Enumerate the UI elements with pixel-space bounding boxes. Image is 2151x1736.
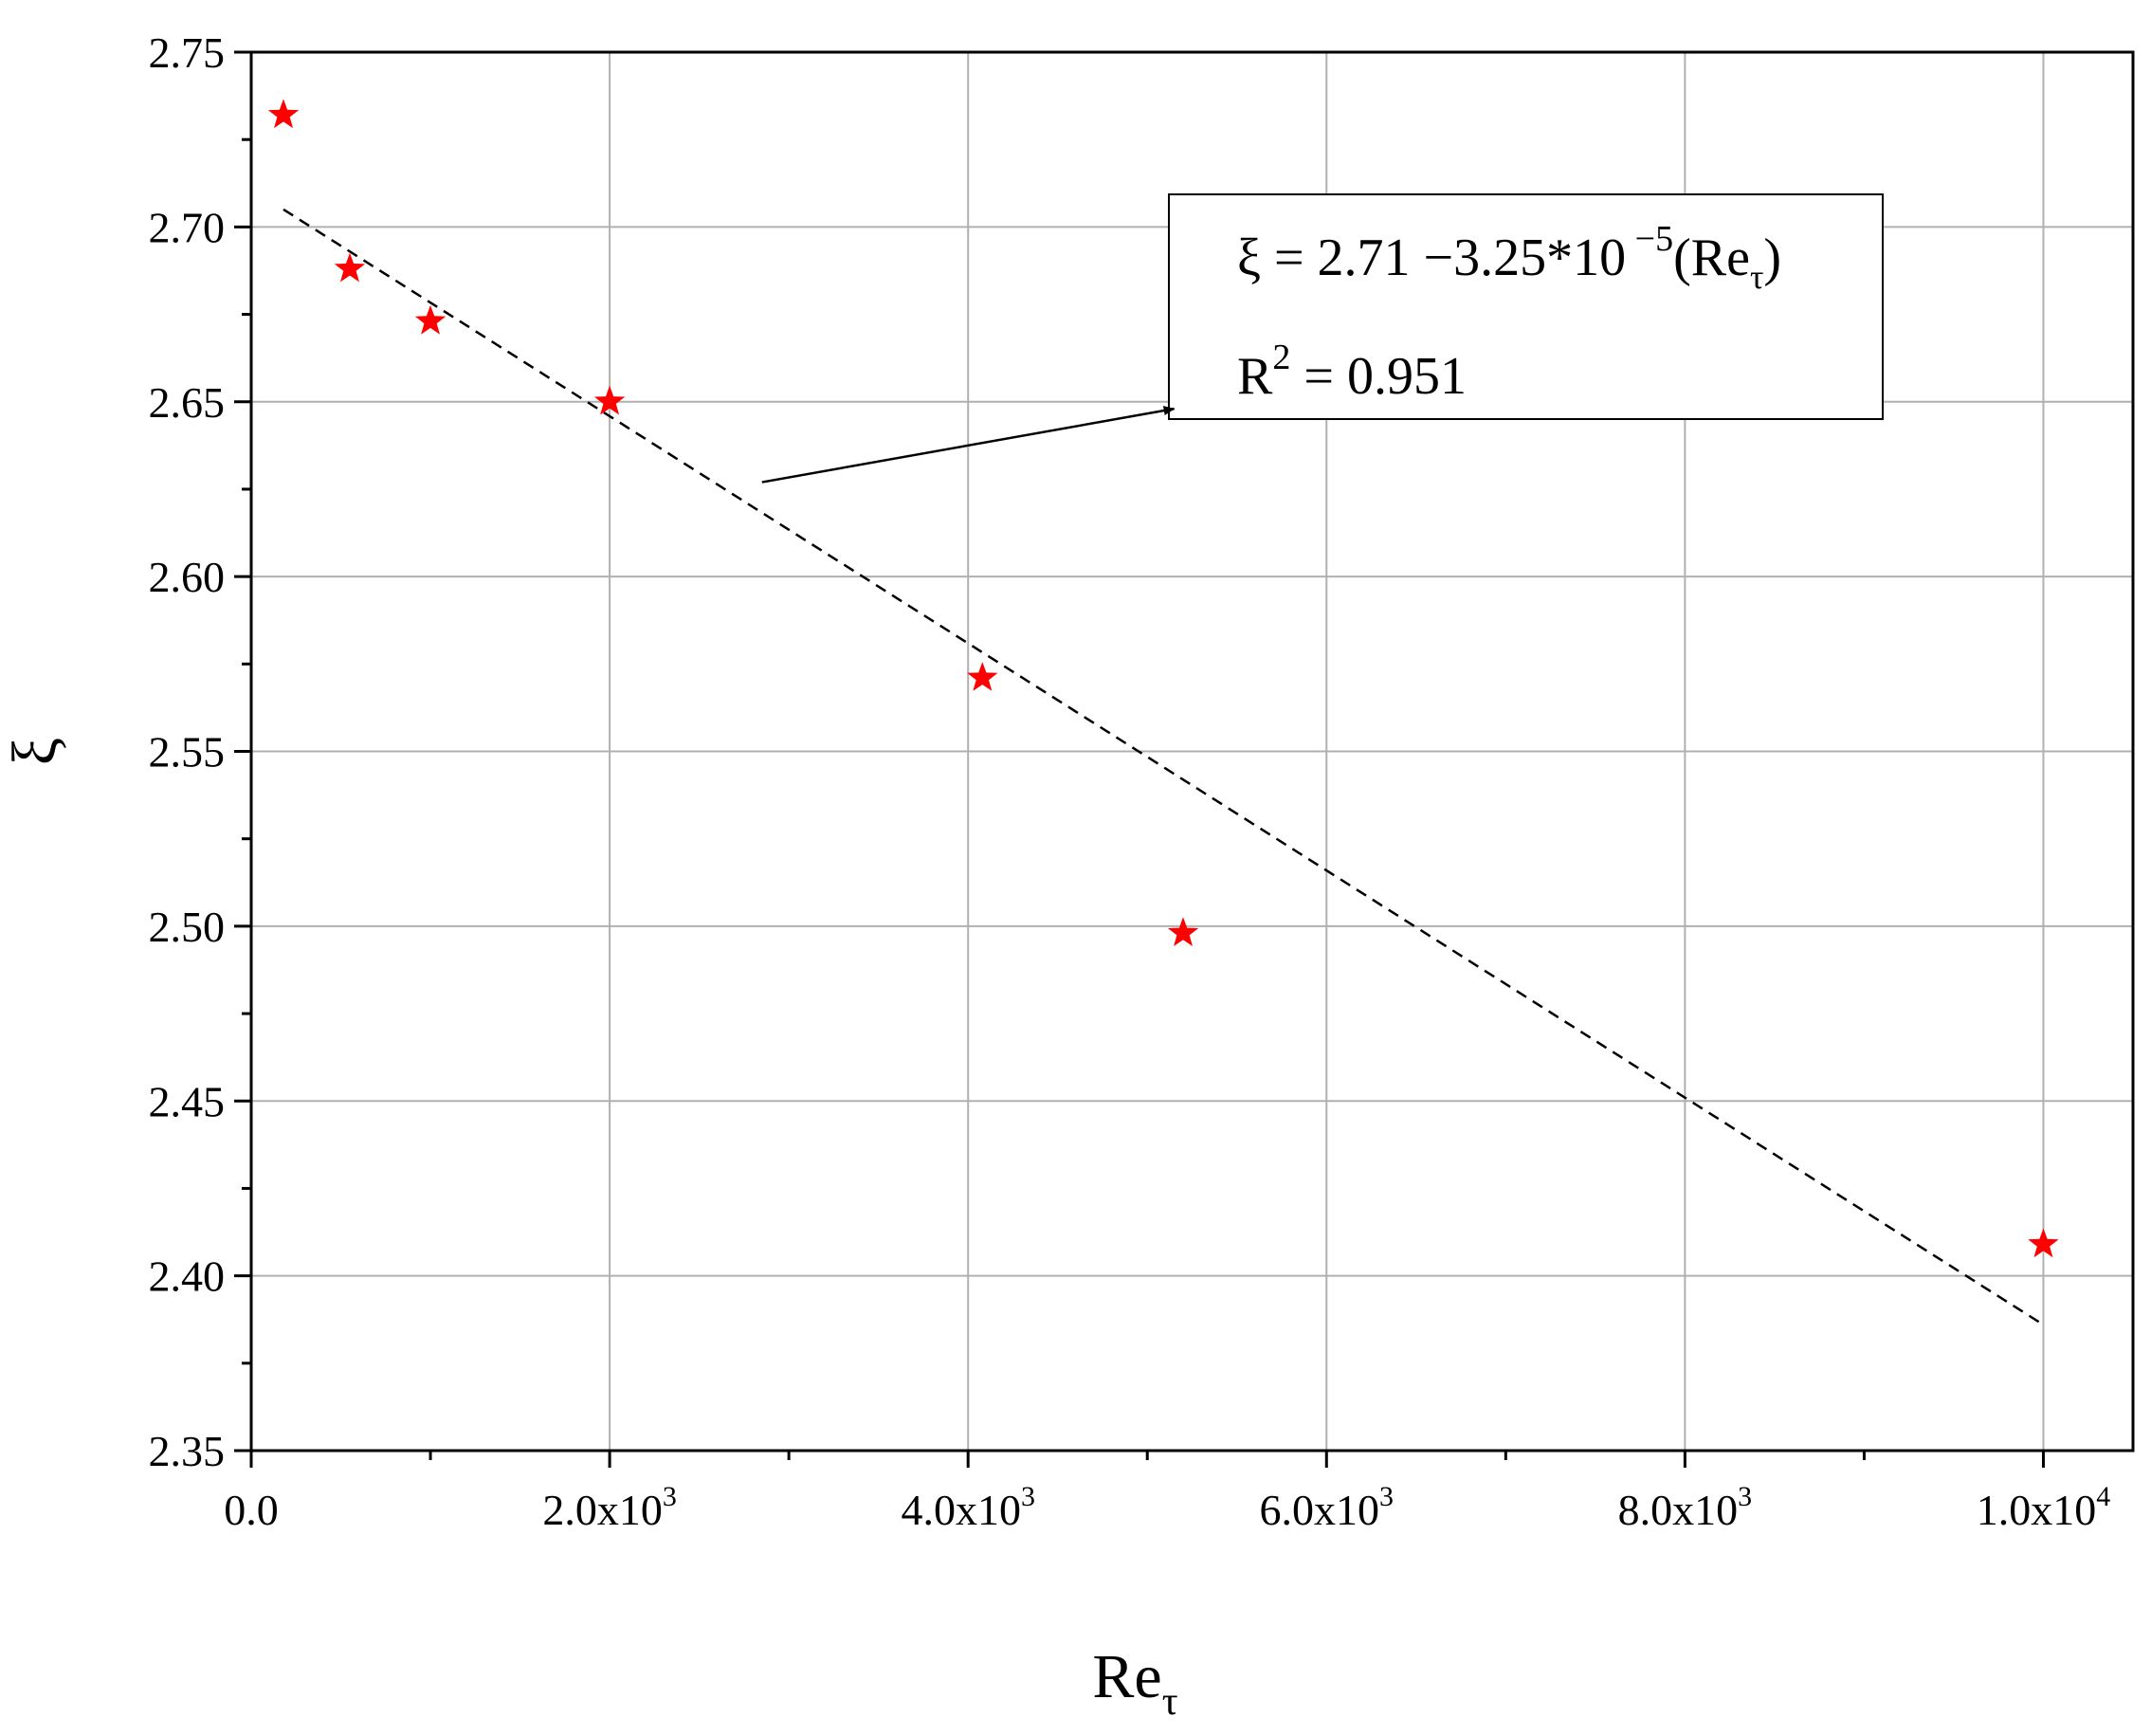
equation-mid: (Re (1673, 228, 1750, 287)
x-axis-label: Reτ (1092, 1642, 1177, 1724)
y-tick-label: 2.45 (149, 1077, 226, 1125)
x-tick-label: 1.0x104 (1977, 1481, 2111, 1534)
equation-main: ξ = 2.71 −3.25*10 (1237, 228, 1626, 287)
y-tick-label: 2.55 (149, 728, 226, 777)
axes: 2.35 2.40 2.45 2.50 2.55 2.60 2.65 2.70 2.75 0.0 2… (149, 28, 2111, 1534)
y-tick-label: 2.60 (149, 553, 226, 601)
annotation-arrow (761, 406, 1176, 484)
data-point (1167, 917, 1199, 946)
equation-annotation: ξ = 2.71 −3.25*10 −5(Reτ) R2 = 0.951 (761, 193, 1884, 484)
equation-subscript: τ (1750, 258, 1763, 296)
r-squared-line: R2 = 0.951 (1237, 338, 1467, 406)
r-squared-exponent: 2 (1272, 338, 1290, 377)
x-axis-label-subscript: τ (1162, 1680, 1178, 1724)
equation-box (1168, 193, 1884, 420)
fit-line-group (283, 208, 2045, 1326)
y-tick-label: 2.50 (149, 903, 226, 951)
r-squared-r: R (1237, 347, 1273, 406)
r-squared-value: = 0.951 (1290, 347, 1467, 406)
y-tick-label: 2.75 (149, 28, 226, 77)
x-tick-label: 6.0x103 (1260, 1481, 1395, 1534)
data-point (593, 385, 626, 415)
data-point (2028, 1228, 2059, 1258)
y-tick-label: 2.35 (149, 1427, 226, 1475)
y-tick-label: 2.65 (149, 378, 226, 427)
data-points (267, 99, 2059, 1258)
x-tick-label: 4.0x103 (901, 1481, 1034, 1534)
data-point (334, 252, 366, 283)
x-axis-label-main: Re (1092, 1642, 1161, 1711)
y-tick-label: 2.40 (149, 1252, 226, 1301)
fit-line (283, 208, 2045, 1326)
data-point (267, 99, 300, 129)
equation-line: ξ = 2.71 −3.25*10 −5(Reτ) (1237, 219, 1781, 296)
equation-exponent: −5 (1626, 219, 1673, 259)
y-axis-label: ξ (0, 738, 69, 765)
data-point (414, 304, 447, 335)
x-tick-label: 8.0x103 (1618, 1481, 1753, 1534)
equation-close: ) (1763, 228, 1781, 287)
x-tick-label: 2.0x103 (542, 1481, 677, 1534)
data-point (967, 662, 998, 691)
y-tick-label: 2.70 (149, 203, 226, 251)
x-tick-label: 0.0 (224, 1486, 279, 1534)
